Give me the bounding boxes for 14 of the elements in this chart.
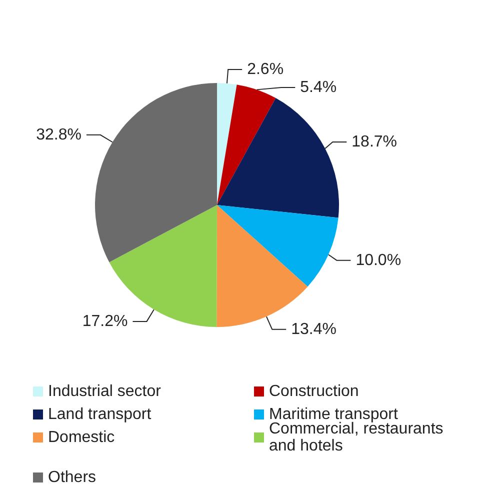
data-label: 10.0%	[356, 252, 402, 269]
data-label: 32.8%	[36, 126, 82, 144]
legend-label: Others	[48, 469, 96, 486]
data-label: 17.2%	[82, 312, 128, 330]
legend-label: Construction	[269, 383, 359, 400]
legend-label: Maritime transport	[269, 406, 398, 423]
legend-label: Domestic	[48, 429, 115, 446]
legend-label: Industrial sector	[48, 383, 162, 400]
data-label: 5.4%	[300, 78, 337, 96]
legend-label: Land transport	[48, 406, 152, 423]
data-label: 2.6%	[247, 60, 284, 78]
legend-label: Commercial, restaurants and hotels	[269, 420, 448, 454]
data-label: 13.4%	[291, 320, 337, 338]
data-label: 18.7%	[352, 133, 398, 150]
